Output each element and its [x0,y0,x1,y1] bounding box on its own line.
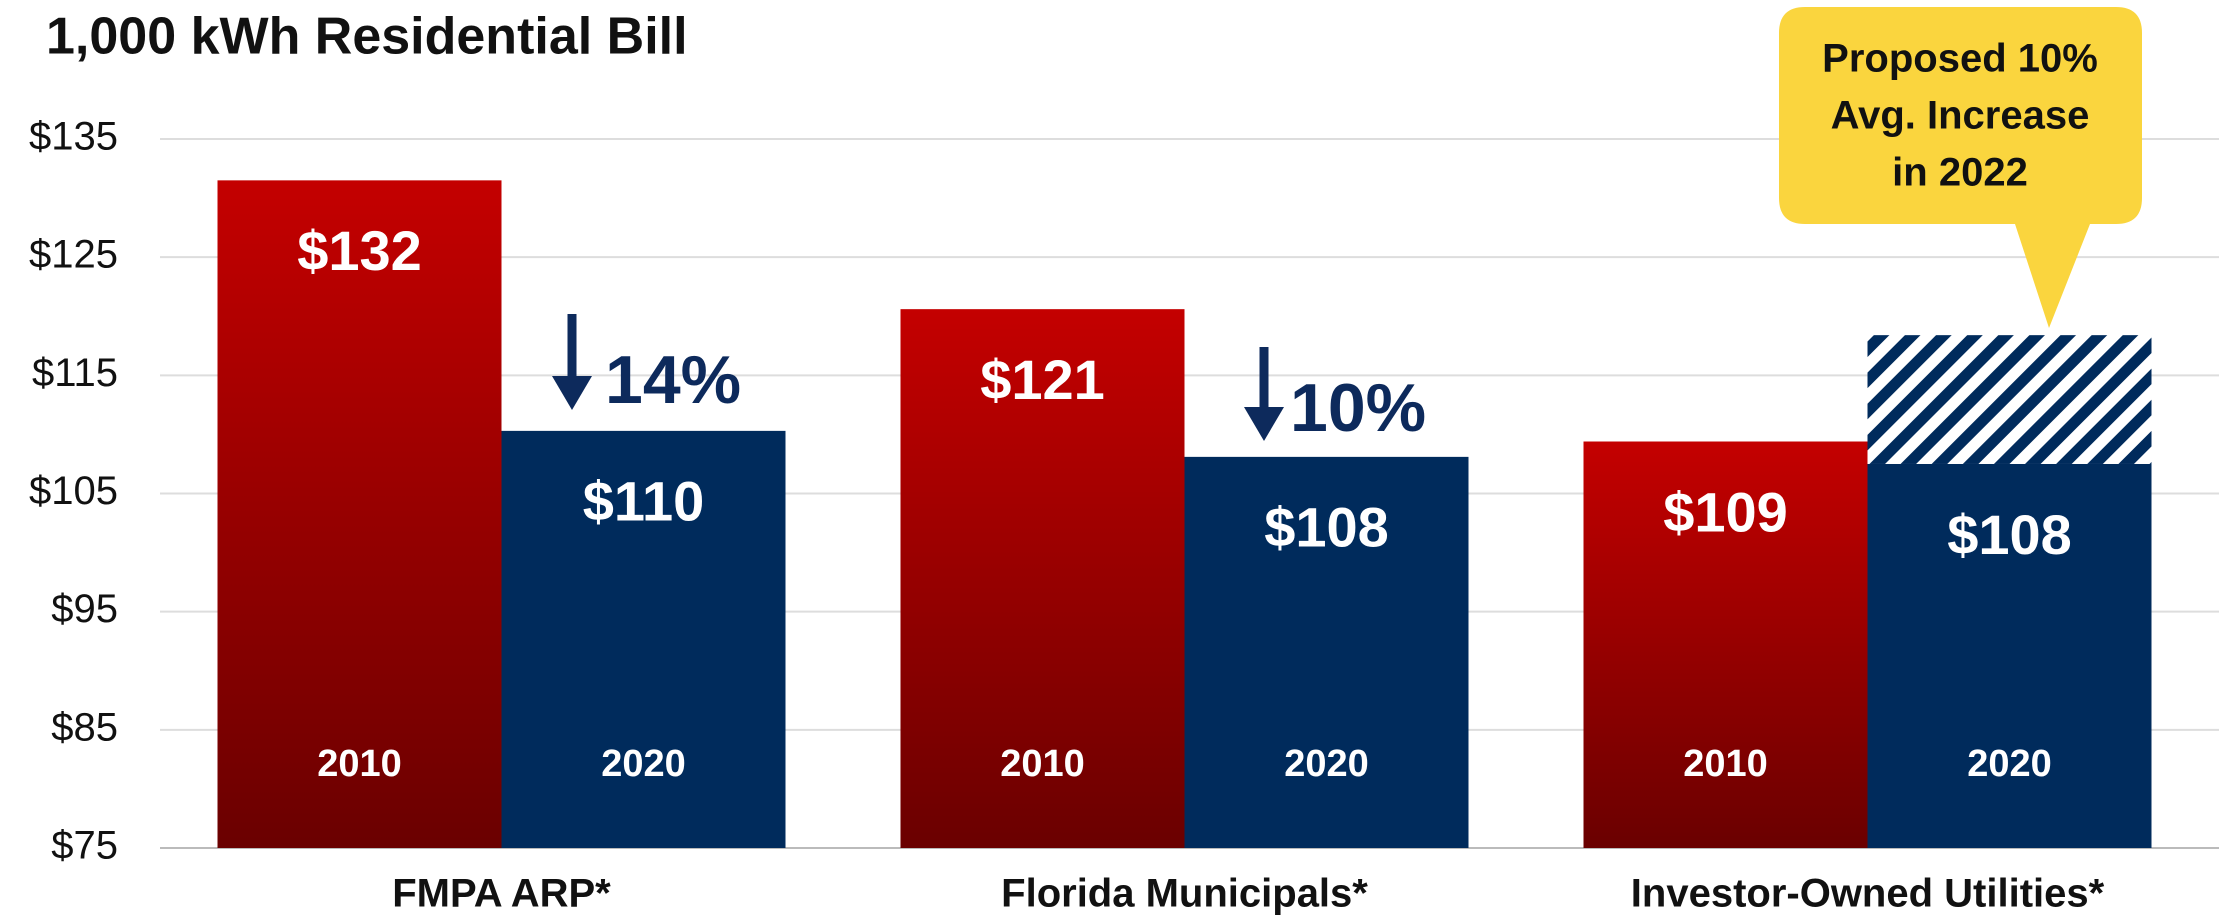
arrow-head [552,376,592,410]
arrow-head [1244,407,1284,441]
callout-bubble [1779,7,2142,328]
bar [1583,441,1868,848]
y-tick-label: $125 [29,233,118,277]
value-label: $132 [297,219,422,282]
value-label: $108 [1947,503,2072,566]
bar [501,430,786,848]
value-label: $110 [583,470,705,533]
y-tick-label: $95 [51,587,118,631]
y-tick-label: $115 [32,351,118,395]
annotation: 10% [1290,370,1426,446]
bar [1867,463,2152,848]
series-label: 2020 [1284,743,1369,785]
x-tick-label: Investor-Owned Utilities* [1631,872,2105,916]
y-tick-label: $135 [29,115,118,159]
x-tick-label: FMPA ARP* [392,872,611,916]
callout-text: in 2022 [1892,151,2028,195]
chart-title: 1,000 kWh Residential Bill [46,8,688,66]
series-label: 2010 [1000,743,1085,785]
value-label: $108 [1264,496,1389,559]
bar [900,309,1185,848]
y-tick-label: $85 [51,705,118,749]
value-label: $109 [1663,480,1788,543]
value-label: $121 [980,348,1105,411]
series-label: 2020 [1967,743,2052,785]
series-label: 2010 [1683,743,1768,785]
callout-text: Proposed 10% [1822,37,2098,81]
bar [217,180,502,848]
bar [1184,456,1469,848]
y-tick-label: $75 [51,824,118,868]
series-label: 2020 [601,743,686,785]
proposed-increase-bar [1867,335,2152,464]
y-tick-label: $105 [29,469,118,513]
x-tick-label: Florida Municipals* [1001,872,1368,916]
annotation: 14% [605,342,741,418]
callout-text: Avg. Increase [1831,94,2090,138]
series-label: 2010 [317,743,402,785]
